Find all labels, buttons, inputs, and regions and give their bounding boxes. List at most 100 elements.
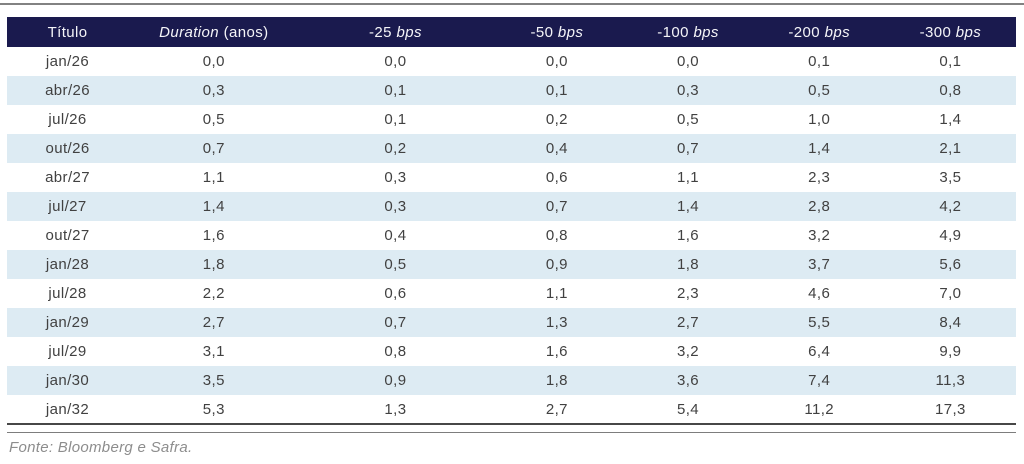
duration-sensitivity-table: Título Duration (anos) -25 bps -50 bps -100 …	[7, 17, 1016, 425]
row-label-cell: out/27	[45, 227, 90, 244]
value-cell: 1,4	[939, 111, 962, 128]
value-cell: 2,3	[808, 169, 831, 186]
value-cell: 0,9	[384, 372, 407, 389]
value-cell: 3,5	[939, 169, 962, 186]
table-row: jul/26 0,5 0,1 0,2 0,5 1,0 1,4	[7, 105, 1016, 134]
value-cell: 0,7	[545, 198, 568, 215]
value-cell: 2,1	[939, 140, 962, 157]
value-cell: 3,5	[202, 372, 225, 389]
value-cell: 0,9	[545, 256, 568, 273]
column-header-4: -100 bps	[622, 17, 754, 47]
value-cell: 3,2	[677, 343, 700, 360]
value-cell: 0,3	[384, 198, 407, 215]
value-cell: 0,1	[939, 53, 962, 70]
value-cell: 9,9	[939, 343, 962, 360]
row-label-cell: jul/28	[48, 285, 87, 302]
row-label-cell: out/26	[45, 140, 90, 157]
value-cell: 0,3	[384, 169, 407, 186]
table-row: jan/28 1,8 0,5 0,9 1,8 3,7 5,6	[7, 250, 1016, 279]
value-cell: 0,2	[545, 111, 568, 128]
value-cell: 0,8	[939, 82, 962, 99]
value-cell: 1,0	[808, 111, 831, 128]
footer-divider	[7, 432, 1016, 433]
value-cell: 0,3	[202, 82, 225, 99]
value-cell: 0,1	[808, 53, 831, 70]
value-cell: 0,8	[384, 343, 407, 360]
value-cell: 0,6	[384, 285, 407, 302]
value-cell: 0,3	[677, 82, 700, 99]
value-cell: 0,5	[202, 111, 225, 128]
value-cell: 1,1	[545, 285, 568, 302]
value-cell: 7,0	[939, 285, 962, 302]
value-cell: 0,1	[384, 82, 407, 99]
value-cell: 1,6	[545, 343, 568, 360]
table-row: abr/27 1,1 0,3 0,6 1,1 2,3 3,5	[7, 163, 1016, 192]
value-cell: 7,4	[808, 372, 831, 389]
value-cell: 8,4	[939, 314, 962, 331]
table-row: jul/29 3,1 0,8 1,6 3,2 6,4 9,9	[7, 337, 1016, 366]
row-label-cell: jul/27	[48, 198, 87, 215]
value-cell: 2,7	[545, 400, 568, 418]
value-cell: 1,3	[384, 400, 407, 418]
value-cell: 1,4	[677, 198, 700, 215]
table-row: jan/32 5,3 1,3 2,7 5,4 11,2 17,3	[7, 395, 1016, 424]
row-label-cell: abr/27	[45, 169, 90, 186]
column-header-3: -50 bps	[491, 17, 623, 47]
value-cell: 0,1	[384, 111, 407, 128]
value-cell: 6,4	[808, 343, 831, 360]
source-note: Fonte: Bloomberg e Safra.	[9, 439, 193, 456]
table-row: out/26 0,7 0,2 0,4 0,7 1,4 2,1	[7, 134, 1016, 163]
value-cell: 3,2	[808, 227, 831, 244]
table-row: jul/27 1,4 0,3 0,7 1,4 2,8 4,2	[7, 192, 1016, 221]
value-cell: 11,3	[935, 372, 966, 389]
row-label-cell: jan/30	[45, 372, 90, 389]
value-cell: 1,1	[677, 169, 700, 186]
value-cell: 0,7	[677, 140, 700, 157]
value-cell: 0,5	[677, 111, 700, 128]
value-cell: 0,2	[384, 140, 407, 157]
table-body: jan/26 0,0 0,0 0,0 0,0 0,1 0,1 abr/26 0,3 0,1 0,1 0…	[7, 47, 1016, 424]
value-cell: 5,3	[202, 400, 225, 418]
value-cell: 1,8	[202, 256, 225, 273]
value-cell: 1,4	[808, 140, 831, 157]
value-cell: 0,7	[384, 314, 407, 331]
column-header-0: Título	[7, 17, 129, 47]
value-cell: 1,8	[545, 372, 568, 389]
value-cell: 5,5	[808, 314, 831, 331]
value-cell: 2,7	[677, 314, 700, 331]
row-label-cell: jan/29	[45, 314, 90, 331]
value-cell: 4,6	[808, 285, 831, 302]
column-header-2: -25 bps	[299, 17, 492, 47]
value-cell: 0,4	[384, 227, 407, 244]
value-cell: 0,8	[545, 227, 568, 244]
column-header-5: -200 bps	[753, 17, 885, 47]
value-cell: 2,8	[808, 198, 831, 215]
table-row: out/27 1,6 0,4 0,8 1,6 3,2 4,9	[7, 221, 1016, 250]
row-label-cell: jan/26	[45, 53, 90, 70]
value-cell: 3,6	[677, 372, 700, 389]
value-cell: 1,6	[677, 227, 700, 244]
column-header-6: -300 bps	[884, 17, 1016, 47]
row-label-cell: jan/28	[45, 256, 90, 273]
value-cell: 0,7	[202, 140, 225, 157]
value-cell: 3,1	[202, 343, 225, 360]
table-row: jul/28 2,2 0,6 1,1 2,3 4,6 7,0	[7, 279, 1016, 308]
table-row: abr/26 0,3 0,1 0,1 0,3 0,5 0,8	[7, 76, 1016, 105]
value-cell: 1,1	[202, 169, 225, 186]
value-cell: 5,4	[677, 400, 700, 418]
value-cell: 5,6	[939, 256, 962, 273]
value-cell: 2,7	[202, 314, 225, 331]
value-cell: 0,4	[545, 140, 568, 157]
value-cell: 0,0	[545, 53, 568, 70]
row-label-cell: jul/29	[48, 343, 87, 360]
column-header-1: Duration (anos)	[128, 17, 300, 47]
value-cell: 2,3	[677, 285, 700, 302]
row-label-cell: jan/32	[45, 400, 90, 418]
value-cell: 0,5	[384, 256, 407, 273]
top-divider	[0, 3, 1024, 5]
value-cell: 0,6	[545, 169, 568, 186]
value-cell: 4,2	[939, 198, 962, 215]
value-cell: 4,9	[939, 227, 962, 244]
value-cell: 0,0	[677, 53, 700, 70]
